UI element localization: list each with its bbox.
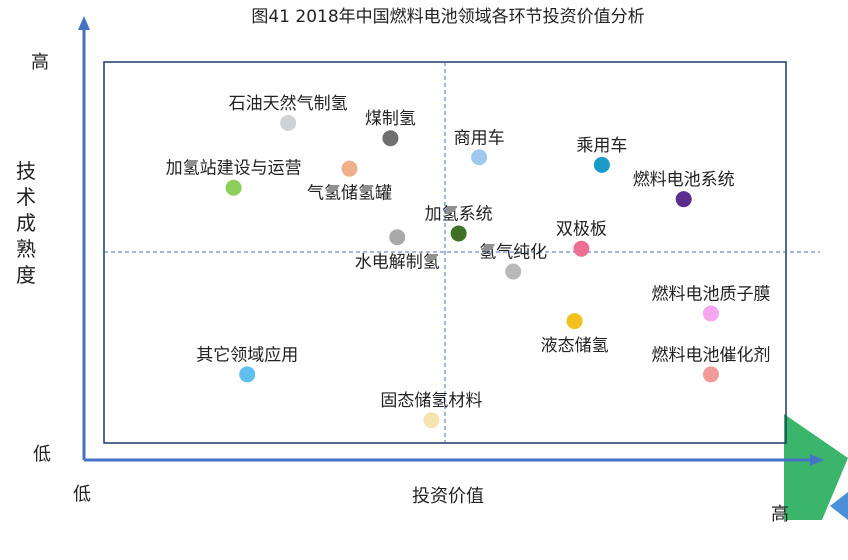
point-label: 燃料电池催化剂 bbox=[651, 345, 770, 365]
data-point bbox=[675, 191, 692, 208]
point-label: 气氢储氢罐 bbox=[307, 184, 392, 204]
point-label: 燃料电池质子膜 bbox=[651, 284, 770, 304]
x-axis-arrow bbox=[810, 454, 824, 466]
data-point bbox=[593, 156, 610, 173]
data-point bbox=[450, 225, 467, 242]
point-label: 水电解制氢 bbox=[355, 252, 440, 272]
point-label: 乘用车 bbox=[576, 136, 627, 156]
x-axis-title: 投资价值 bbox=[412, 486, 484, 507]
x-high-label: 高 bbox=[771, 504, 789, 525]
data-point bbox=[573, 240, 590, 257]
data-point bbox=[382, 130, 399, 147]
data-point bbox=[389, 229, 406, 246]
data-point bbox=[702, 366, 719, 383]
data-point bbox=[239, 366, 256, 383]
data-point bbox=[505, 263, 522, 280]
point-label: 双极板 bbox=[556, 220, 607, 240]
point-label: 煤制氢 bbox=[365, 109, 416, 129]
point-label: 其它领域应用 bbox=[196, 345, 298, 365]
y-axis-arrow bbox=[78, 16, 90, 30]
data-point bbox=[225, 179, 242, 196]
point-label: 燃料电池系统 bbox=[633, 170, 735, 190]
data-point bbox=[702, 305, 719, 322]
point-label: 商用车 bbox=[454, 128, 505, 148]
point-label: 加氢系统 bbox=[425, 204, 493, 224]
point-label: 液态储氢 bbox=[541, 336, 609, 356]
chart-title: 图41 2018年中国燃料电池领域各环节投资价值分析 bbox=[251, 7, 644, 27]
point-label: 加氢站建设与运营 bbox=[166, 159, 302, 179]
corner-decoration-blue bbox=[830, 492, 848, 520]
data-point bbox=[423, 412, 440, 429]
x-low-label: 低 bbox=[73, 484, 91, 505]
point-label: 石油天然气制氢 bbox=[229, 94, 348, 114]
y-low-label: 低 bbox=[33, 444, 51, 465]
y-axis-title: 技术成熟度 bbox=[16, 159, 36, 287]
data-point bbox=[471, 149, 488, 166]
corner-decoration-green bbox=[784, 414, 848, 520]
data-point bbox=[280, 114, 297, 131]
data-point bbox=[341, 160, 358, 177]
point-label: 氢气纯化 bbox=[479, 243, 547, 263]
y-high-label: 高 bbox=[31, 52, 49, 73]
data-point bbox=[566, 313, 583, 330]
point-label: 固态储氢材料 bbox=[380, 391, 482, 411]
